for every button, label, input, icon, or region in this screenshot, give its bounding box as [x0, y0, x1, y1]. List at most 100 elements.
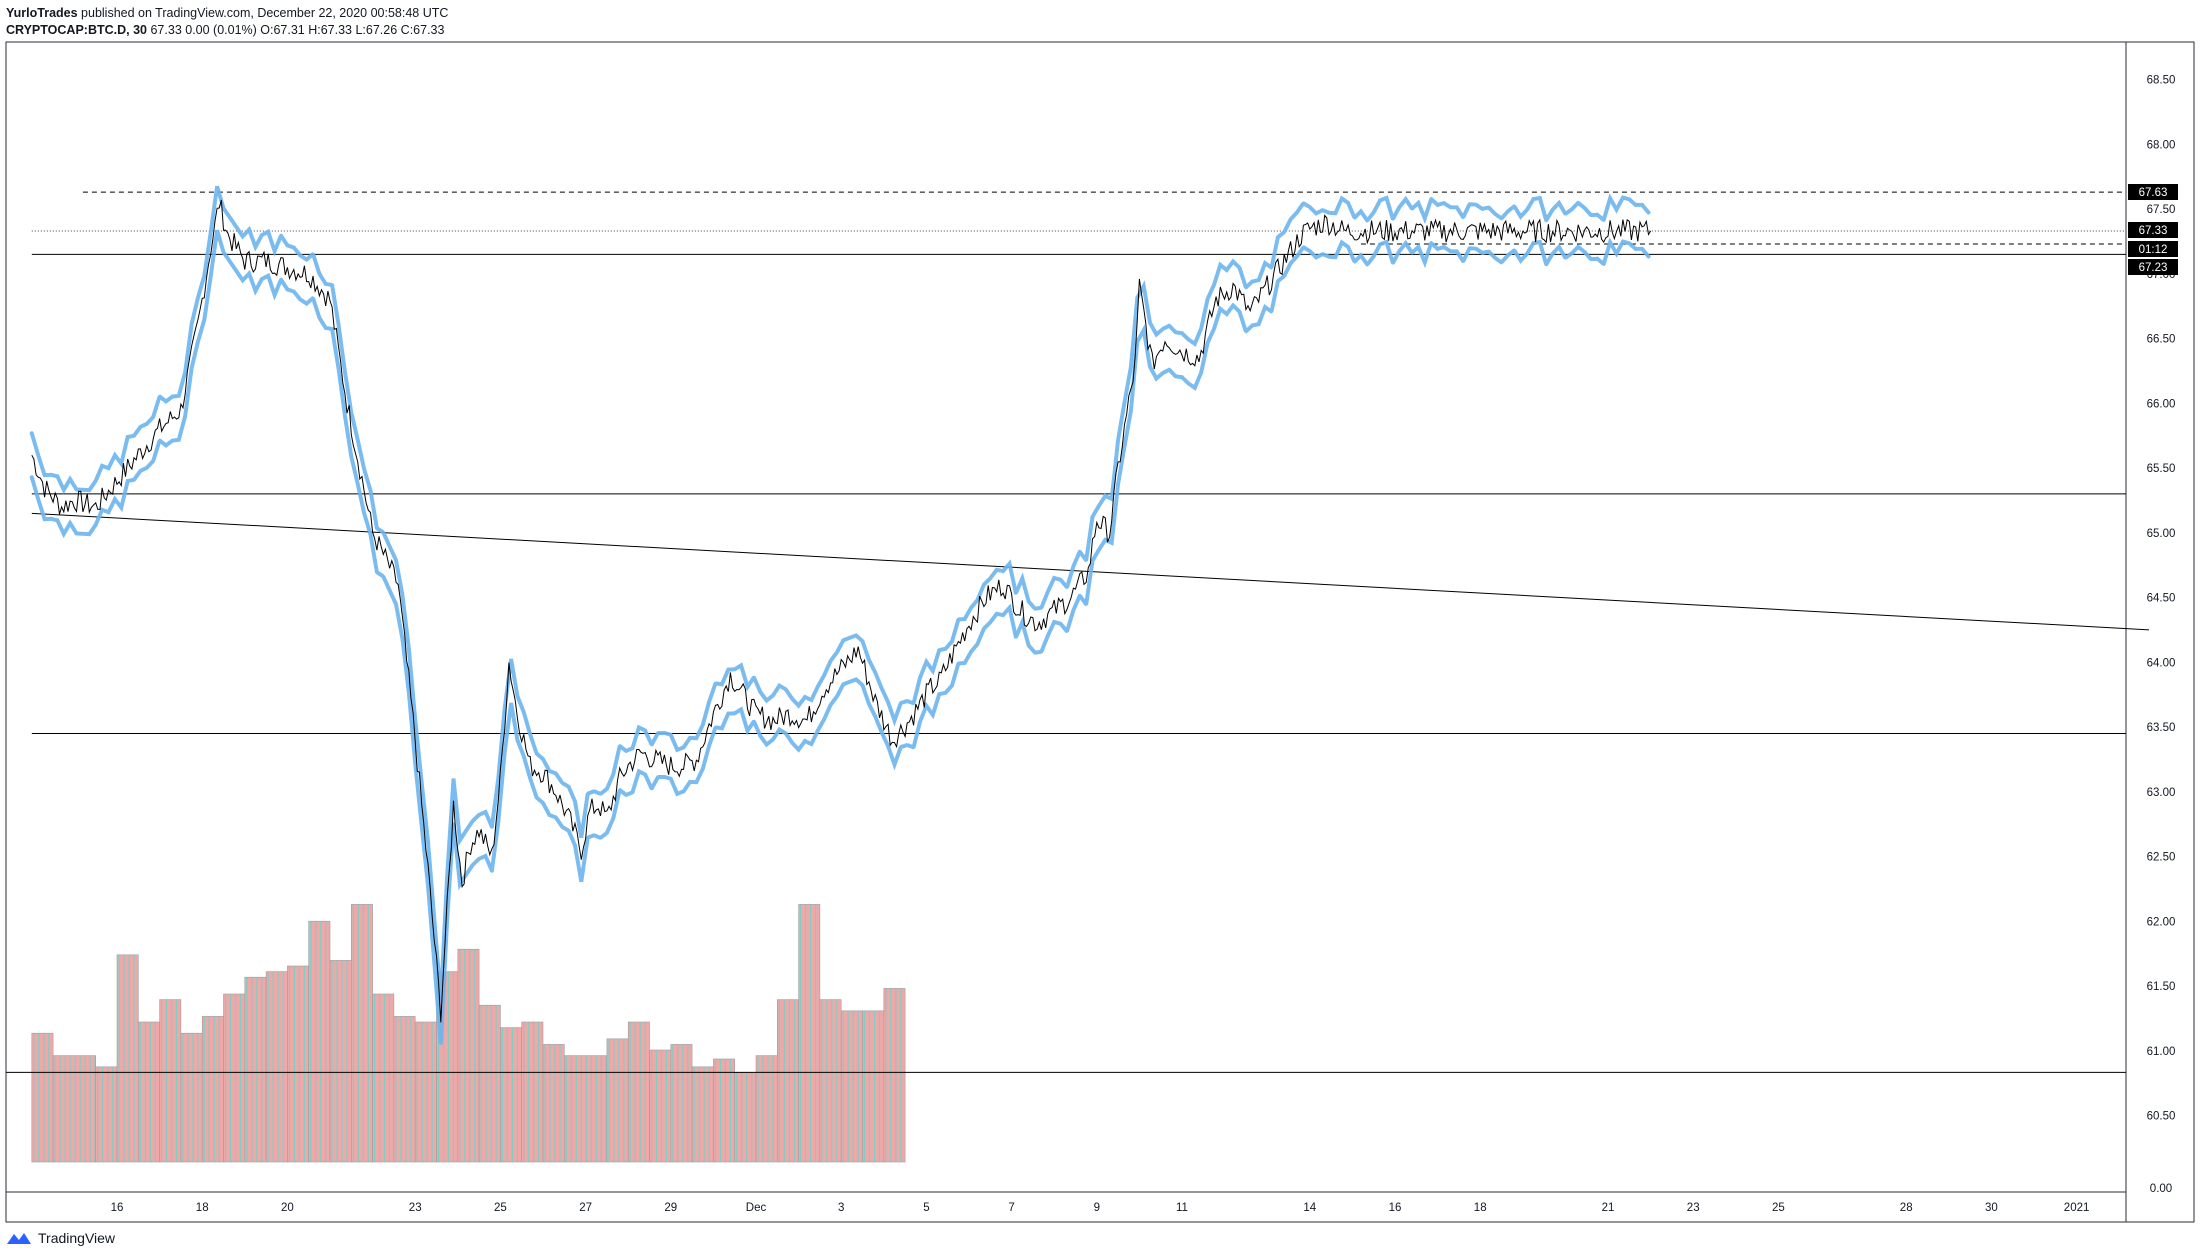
volume-bar: [244, 976, 267, 1163]
price-tick-label: 68.00: [2147, 139, 2176, 151]
volume-bar: [798, 904, 821, 1163]
price-line: [31, 199, 1652, 1023]
envelope-lower: [29, 229, 1651, 1045]
volume-bar-fill: [457, 949, 480, 1162]
price-tick-label: 60.50: [2147, 1111, 2176, 1123]
price-label-resistance: 67.63: [2128, 184, 2178, 200]
volume-bar-fill: [351, 904, 373, 1162]
volume-bar: [542, 1044, 565, 1163]
volume-bar-fill: [393, 1016, 416, 1162]
publish-info: published on TradingView.com, December 2…: [81, 6, 449, 20]
volume-bar: [883, 988, 906, 1163]
time-tick-label: 23: [1687, 1202, 1700, 1214]
volume-bar-fill: [862, 1010, 884, 1162]
price-label-resistance-text: 67.63: [2139, 187, 2168, 199]
time-tick-label: 25: [1772, 1202, 1785, 1214]
volume-bar-fill: [372, 994, 394, 1162]
volume-bar: [372, 993, 395, 1163]
volume-bar: [95, 1066, 118, 1163]
volume-bar-fill: [330, 960, 352, 1162]
volume-bar-fill: [53, 1055, 96, 1162]
volume-bar-fill: [244, 977, 267, 1162]
time-tick-label: 25: [494, 1202, 507, 1214]
volume-bar-fill: [223, 994, 245, 1162]
author-name[interactable]: YurloTrades: [6, 6, 78, 20]
volume-bar-fill: [649, 1050, 671, 1162]
volume-bar-fill: [138, 1022, 160, 1162]
price-axis[interactable]: 68.5068.0067.5067.0066.5066.0065.5065.00…: [2147, 75, 2176, 1196]
volume-bar: [776, 999, 799, 1163]
volume-bar-fill: [798, 904, 820, 1162]
volume-bar: [755, 1055, 778, 1163]
volume-bar-fill: [543, 1044, 565, 1162]
volume-bar: [649, 1049, 672, 1163]
price-tick-label: 61.50: [2147, 981, 2176, 993]
volume-bar: [138, 1021, 160, 1163]
price-tick-label: 63.50: [2147, 722, 2176, 734]
volume-bar: [500, 1027, 522, 1163]
volume-bar-fill: [308, 921, 330, 1162]
volume-bar: [606, 1038, 629, 1163]
envelope-bands: [29, 185, 1651, 1045]
volume-bar: [159, 999, 182, 1163]
time-tick-label: 14: [1303, 1202, 1316, 1214]
volume-bar: [670, 1044, 693, 1163]
time-tick-label: 18: [196, 1202, 209, 1214]
volume-bar: [180, 1032, 203, 1163]
time-axis[interactable]: 16 18 20 23 25 27 29 Dec 3 5 7 9 11 14 16 18 21 23 25 28 30 2…: [111, 1202, 2090, 1214]
volume-bar: [329, 960, 352, 1163]
volume-bar-fill: [287, 966, 309, 1162]
volume-bar: [31, 1032, 54, 1163]
volume-bar-fill: [202, 1016, 224, 1162]
price-tick-label: 68.50: [2147, 75, 2176, 87]
volume-bar-fill: [479, 1005, 501, 1162]
time-tick-label: 16: [1389, 1202, 1402, 1214]
time-tick-label: 7: [1008, 1202, 1014, 1214]
volume-bars: [31, 904, 906, 1163]
price-tick-label: 65.00: [2147, 528, 2176, 540]
tradingview-brand[interactable]: TradingView: [6, 1230, 115, 1246]
publish-line: YurloTrades published on TradingView.com…: [6, 5, 448, 22]
volume-bar-fill: [31, 1033, 54, 1162]
volume-bar-fill: [500, 1027, 522, 1162]
price-tick-label: 64.00: [2147, 657, 2176, 669]
volume-bar-fill: [628, 1022, 650, 1162]
price-label-support-text: 67.23: [2139, 262, 2168, 274]
volume-bar: [308, 920, 331, 1163]
volume-bar-fill: [819, 999, 842, 1162]
price-tick-label: 62.50: [2147, 852, 2176, 864]
volume-bar-fill: [883, 988, 906, 1162]
time-tick-label: 18: [1474, 1202, 1487, 1214]
volume-bar: [478, 1004, 501, 1163]
price-tick-label: 62.00: [2147, 916, 2176, 928]
symbol-label[interactable]: CRYPTOCAP:BTC.D, 30: [6, 23, 147, 37]
price-tick-label: 66.00: [2147, 398, 2176, 410]
volume-bar-fill: [670, 1044, 693, 1162]
volume-bar-fill: [606, 1038, 629, 1162]
volume-bar: [287, 965, 309, 1163]
price-tick-label: 65.50: [2147, 463, 2176, 475]
price-tick-label: 61.00: [2147, 1046, 2176, 1058]
volume-bar-fill: [95, 1066, 117, 1162]
volume-bar-fill: [159, 999, 181, 1162]
time-tick-label: 9: [1094, 1202, 1100, 1214]
volume-bar: [116, 954, 139, 1163]
ohlc-values: 67.33 0.00 (0.01%) O:67.31 H:67.33 L:67.…: [150, 23, 445, 37]
time-tick-label: 5: [923, 1202, 929, 1214]
volume-bar-fill: [841, 1010, 863, 1162]
volume-bar-outline: [883, 988, 906, 1163]
volume-bar: [521, 1021, 544, 1163]
volume-bar: [691, 1066, 714, 1163]
price-tick-label: 64.50: [2147, 593, 2176, 605]
volume-bar: [713, 1058, 736, 1163]
time-tick-label: 29: [664, 1202, 677, 1214]
volume-bar-fill: [734, 1072, 756, 1162]
volume-bar-fill: [713, 1058, 735, 1162]
time-tick-label: 20: [281, 1202, 294, 1214]
volume-bar-fill: [777, 999, 799, 1162]
price-label-support: 67.23: [2128, 259, 2178, 275]
volume-bar: [393, 1016, 416, 1163]
volume-bar-fill: [564, 1055, 607, 1162]
volume-bar-fill: [266, 971, 288, 1162]
